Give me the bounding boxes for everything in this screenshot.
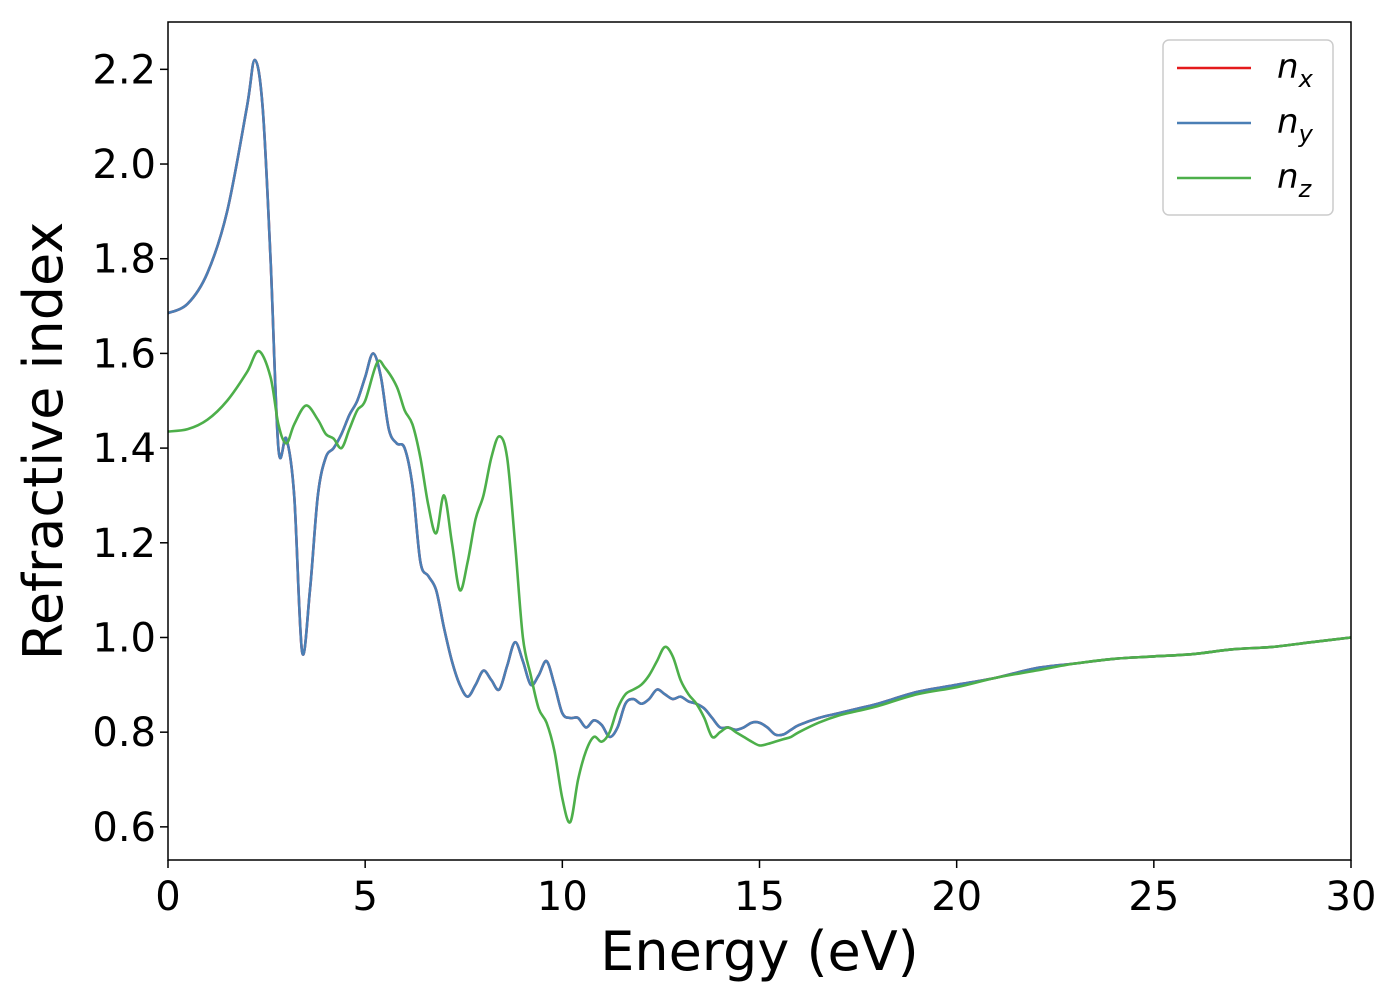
legend-label-subscript: z <box>1298 175 1313 203</box>
x-axis-ticks: 0 5 10 15 20 25 30 <box>155 860 1376 920</box>
plot-frame <box>167 21 1352 861</box>
x-tick-label: 20 <box>931 874 982 920</box>
legend-label-base: n <box>1277 47 1299 87</box>
x-tick-label: 10 <box>537 874 588 920</box>
x-tick-label: 30 <box>1326 874 1377 920</box>
legend-box <box>1162 39 1334 216</box>
y-tick-label: 0.8 <box>92 710 156 756</box>
legend-label: ny <box>1277 102 1314 148</box>
y-tick-label: 2.0 <box>92 142 156 188</box>
legend-label-base: n <box>1277 157 1299 197</box>
x-tick-label: 15 <box>734 874 785 920</box>
y-tick-label: 1.0 <box>92 615 156 661</box>
x-axis-title: Energy (eV) <box>600 920 919 983</box>
series-line-ny <box>167 58 1352 739</box>
legend-label-subscript: x <box>1298 65 1314 93</box>
legend-label-base: n <box>1277 102 1299 142</box>
legend-label: nx <box>1277 47 1314 93</box>
y-tick-label: 0.6 <box>92 805 156 851</box>
x-tick-label: 25 <box>1128 874 1179 920</box>
series-layer <box>167 58 1352 824</box>
y-tick-label: 1.6 <box>92 331 156 377</box>
y-tick-label: 1.2 <box>92 521 156 567</box>
x-tick-label: 0 <box>155 874 180 920</box>
series-line-nz <box>167 349 1352 824</box>
y-tick-label: 2.2 <box>92 47 156 93</box>
y-tick-label: 1.4 <box>92 426 156 472</box>
y-axis-ticks: 0.6 0.8 1.0 1.2 1.4 1.6 1.8 2.0 2.2 <box>92 47 168 851</box>
legend-label: nz <box>1277 157 1313 203</box>
legend-label-subscript: y <box>1298 120 1314 148</box>
y-axis-title: Refractive index <box>12 222 75 661</box>
x-tick-label: 5 <box>352 874 377 920</box>
y-tick-label: 1.8 <box>92 237 156 283</box>
